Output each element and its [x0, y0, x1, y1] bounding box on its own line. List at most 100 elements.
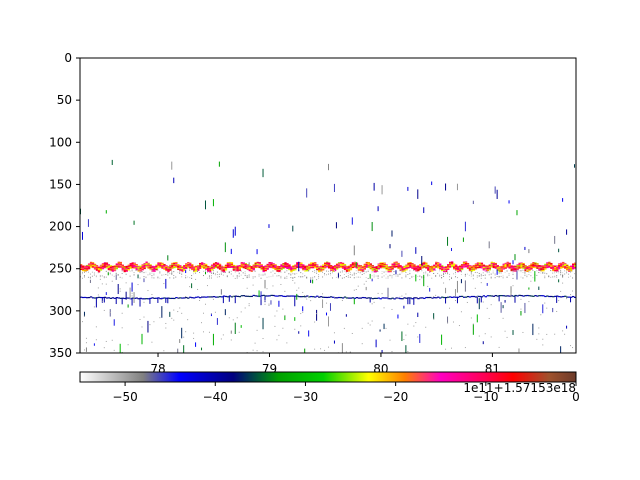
echo-sample: [238, 296, 242, 298]
echo-sample: [181, 276, 183, 278]
echo-sample: [387, 266, 390, 268]
echo-sample: [189, 264, 192, 266]
echo-sample: [201, 266, 204, 269]
echo-sample: [542, 295, 545, 297]
echo-sample: [204, 268, 208, 270]
echo-sample: [316, 268, 319, 271]
echo-sample: [197, 268, 200, 271]
echo-sample: [572, 277, 574, 279]
echo-sample: [131, 266, 134, 269]
echo-sample: [127, 344, 129, 346]
echo-sample: [320, 270, 323, 272]
echo-sample: [391, 269, 393, 271]
echo-sample: [320, 267, 323, 269]
echo-sample: [298, 264, 301, 266]
echo-sample: [486, 265, 490, 267]
echo-sample: [298, 261, 300, 272]
echo-sample: [333, 296, 335, 298]
echo-sample: [421, 265, 424, 267]
echo-sample: [161, 263, 164, 265]
echo-sample: [248, 295, 251, 298]
echo-sample: [224, 271, 226, 273]
echo-sample: [260, 264, 263, 267]
echo-sample: [216, 318, 218, 325]
echo-sample: [401, 268, 404, 270]
echo-sample: [238, 269, 240, 271]
echo-sample: [298, 265, 301, 268]
echo-sample: [302, 265, 305, 268]
echo-sample: [165, 269, 168, 272]
echo-sample: [508, 263, 511, 265]
echo-sample: [476, 263, 480, 265]
echo-sample: [111, 274, 113, 276]
echo-sample: [574, 267, 576, 269]
echo-sample: [268, 304, 270, 306]
echo-sample: [516, 265, 519, 267]
echo-sample: [324, 266, 327, 269]
echo-sample: [522, 269, 524, 271]
echo-sample: [538, 327, 540, 329]
echo-sample: [101, 267, 105, 269]
echo-sample: [383, 275, 385, 277]
echo-sample: [314, 271, 316, 273]
echo-sample: [320, 267, 323, 270]
echo-sample: [367, 262, 370, 264]
echo-sample: [476, 296, 478, 298]
echo-sample: [193, 268, 196, 270]
echo-sample: [421, 266, 424, 268]
echo-sample: [304, 270, 307, 272]
echo-sample: [399, 265, 402, 268]
echo-sample: [409, 273, 411, 275]
echo-sample: [377, 292, 379, 294]
echo-sample: [389, 298, 392, 300]
echo-sample: [452, 264, 456, 266]
echo-sample: [294, 317, 296, 321]
echo-sample: [310, 295, 313, 298]
echo-sample: [167, 274, 169, 276]
echo-sample: [246, 275, 248, 277]
echo-sample: [391, 297, 394, 299]
echo-sample: [447, 265, 450, 267]
echo-sample: [574, 296, 576, 299]
echo-sample: [361, 269, 365, 272]
echo-sample: [81, 266, 85, 268]
echo-sample: [240, 295, 243, 297]
echo-sample: [284, 276, 286, 278]
echo-sample: [193, 267, 196, 270]
echo-sample: [466, 265, 470, 267]
echo-sample: [189, 262, 192, 265]
echo-sample: [218, 263, 222, 266]
echo-sample: [532, 323, 534, 336]
echo-sample: [476, 266, 480, 269]
echo-sample: [149, 298, 151, 304]
echo-sample: [345, 272, 347, 274]
echo-sample: [155, 265, 158, 268]
echo-sample: [377, 271, 379, 273]
echo-sample: [246, 264, 249, 267]
echo-sample: [308, 263, 311, 266]
echo-sample: [478, 262, 482, 264]
echo-sample: [230, 330, 232, 334]
echo-sample: [389, 267, 392, 269]
echo-sample: [377, 267, 380, 269]
echo-sample: [133, 292, 135, 303]
echo-sample: [466, 273, 468, 275]
echo-sample: [81, 267, 85, 269]
echo-sample: [429, 266, 432, 268]
echo-sample: [80, 264, 83, 267]
echo-sample: [572, 265, 575, 267]
echo-sample: [171, 265, 174, 268]
echo-sample: [125, 282, 127, 284]
echo-sample: [195, 342, 197, 347]
echo-sample: [216, 262, 220, 265]
echo-sample: [318, 270, 321, 273]
echo-sample: [387, 275, 389, 277]
echo-sample: [365, 266, 368, 268]
echo-sample: [427, 269, 430, 271]
echo-sample: [363, 264, 366, 266]
echo-sample: [385, 265, 388, 267]
echo-sample: [546, 295, 549, 297]
echo-sample: [383, 297, 386, 299]
echo-sample: [292, 295, 295, 297]
echo-sample: [316, 270, 318, 272]
